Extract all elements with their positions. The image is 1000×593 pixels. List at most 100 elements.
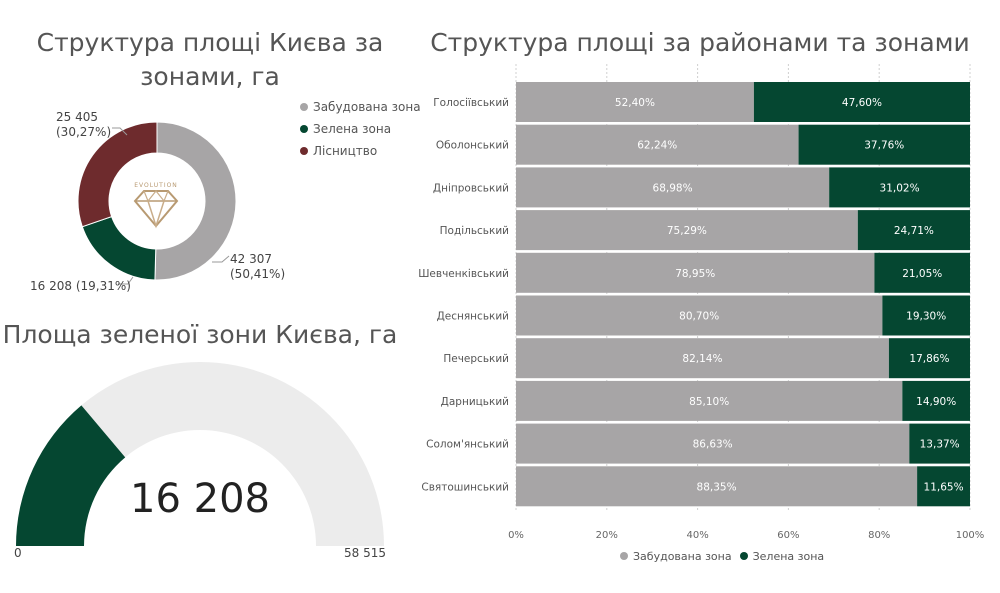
bar-legend: Забудована зона Зелена зона	[620, 548, 824, 564]
bar-segment-green[interactable]	[829, 167, 970, 208]
bar-data-label: 85,10%	[689, 396, 729, 408]
bar-legend-dot-green	[739, 552, 748, 560]
bar-data-label: 82,14%	[682, 353, 722, 365]
leader-line-built	[212, 255, 230, 263]
bar-data-label: 62,24%	[637, 140, 677, 152]
bar-data-label: 14,90%	[916, 396, 956, 408]
category-label: Солом'янський	[426, 439, 509, 451]
x-tick-label: 60%	[777, 530, 799, 541]
category-label: Шевченківський	[418, 268, 509, 280]
bar-data-label: 78,95%	[675, 268, 715, 280]
logo-text: EVOLUTION	[134, 182, 178, 189]
legend-label-green: Зелена зона	[313, 122, 392, 136]
bar-data-label: 86,63%	[693, 439, 733, 451]
bar-data-label: 88,35%	[697, 481, 737, 493]
bar-segment-green[interactable]	[874, 252, 970, 293]
legend-label-forest: Лісництво	[313, 144, 378, 158]
category-label: Святошинський	[421, 481, 509, 493]
bar-chart-title: Структура площі за районами та зонами	[430, 28, 970, 57]
gauge-chart-title: Площа зеленої зони Києва, га	[2, 320, 398, 349]
bar-legend-label-green: Зелена зона	[752, 549, 825, 563]
gauge-value: 16 208	[130, 476, 270, 522]
legend-dot-forest	[300, 147, 308, 155]
bar-segment-green[interactable]	[882, 295, 970, 336]
bar-data-label: 52,40%	[615, 97, 655, 109]
category-label: Голосіївський	[433, 97, 509, 109]
bar-segment-green[interactable]	[909, 423, 970, 464]
legend-item-built[interactable]: Забудована зона	[300, 96, 421, 118]
leader-line-forest	[112, 127, 128, 136]
bar-data-label: 13,37%	[920, 439, 960, 451]
bar-data-label: 47,60%	[842, 97, 882, 109]
bar-segment-built[interactable]	[516, 124, 799, 165]
bar-data-label: 19,30%	[906, 311, 946, 323]
bar-segment-green[interactable]	[902, 380, 970, 421]
bar-segment-built[interactable]	[516, 82, 754, 122]
x-tick-label: 0%	[508, 530, 524, 541]
slice-label-forest: 25 405 (30,27%)	[56, 110, 111, 140]
bar-segment-built[interactable]	[516, 167, 830, 208]
bar-data-label: 11,65%	[924, 481, 964, 493]
bar-legend-item-green[interactable]: Зелена зона	[739, 548, 825, 564]
donut-slice-forest[interactable]	[77, 121, 158, 228]
diamond-logo-icon: EVOLUTION	[133, 182, 179, 229]
bar-data-label: 21,05%	[902, 268, 942, 280]
donut-slice-built[interactable]	[154, 121, 237, 281]
donut-chart-title: Структура площі Києва за зонами, га	[36, 28, 384, 91]
bar-segment-green[interactable]	[917, 466, 970, 507]
gauge-min-label: 0	[14, 546, 22, 560]
bar-data-label: 31,02%	[880, 182, 920, 194]
leader-line-green	[118, 276, 134, 285]
slice-value-forest: 25 405	[56, 110, 98, 124]
category-label: Оболонський	[436, 140, 509, 152]
gauge-max-label: 58 515	[344, 546, 386, 560]
x-tick-label: 40%	[686, 530, 708, 541]
gauge-chart	[16, 362, 384, 546]
bar-segment-built[interactable]	[516, 380, 903, 421]
legend-item-forest[interactable]: Лісництво	[300, 140, 421, 162]
bar-legend-dot-built	[620, 552, 628, 560]
gauge-fill	[16, 405, 126, 546]
bar-segment-green[interactable]	[753, 82, 970, 122]
slice-pct-green: (19,31%)	[75, 279, 131, 293]
slice-label-built: 42 307 (50,41%)	[230, 252, 285, 282]
category-label: Дарницький	[441, 396, 509, 408]
bar-data-label: 37,76%	[864, 140, 904, 152]
bar-segment-green[interactable]	[888, 338, 970, 379]
bar-data-label: 24,71%	[894, 225, 934, 237]
slice-value-built: 42 307	[230, 252, 272, 266]
bar-segment-built[interactable]	[516, 338, 889, 379]
bar-segment-green[interactable]	[857, 210, 970, 251]
legend-dot-built	[300, 103, 308, 111]
slice-label-green: 16 208 (19,31%)	[30, 279, 131, 294]
category-label: Печерський	[443, 353, 509, 365]
bar-legend-label-built: Забудована зона	[633, 549, 732, 563]
x-tick-label: 100%	[956, 530, 985, 541]
slice-pct-built: (50,41%)	[230, 267, 286, 281]
bar-segment-green[interactable]	[798, 124, 970, 165]
category-label: Подільський	[440, 225, 509, 237]
bar-segment-built[interactable]	[516, 252, 875, 293]
category-label: Дніпровський	[433, 182, 509, 194]
slice-value-green: 16 208	[30, 279, 72, 293]
legend-item-green[interactable]: Зелена зона	[300, 118, 421, 140]
gauge-track	[16, 362, 384, 546]
bar-segment-built[interactable]	[516, 423, 910, 464]
x-tick-label: 20%	[596, 530, 618, 541]
donut-chart	[77, 121, 237, 285]
bar-data-label: 68,98%	[653, 182, 693, 194]
bar-segment-built[interactable]	[516, 295, 883, 336]
donut-legend: Забудована зона Зелена зона Лісництво	[300, 96, 421, 162]
x-tick-label: 80%	[868, 530, 890, 541]
bar-data-label: 17,86%	[909, 353, 949, 365]
bar-data-label: 80,70%	[679, 311, 719, 323]
bar-legend-item-built[interactable]: Забудована зона	[620, 548, 732, 564]
bar-segment-built[interactable]	[516, 466, 918, 507]
legend-dot-green	[300, 125, 308, 133]
bar-segment-built[interactable]	[516, 210, 858, 251]
category-label: Деснянський	[437, 311, 509, 323]
legend-label-built: Забудована зона	[313, 100, 421, 114]
bar-data-label: 75,29%	[667, 225, 707, 237]
bar-chart: 0% 20% 40% 60% 80% 100% Голосіївський 52,40% 47,…	[418, 64, 984, 541]
